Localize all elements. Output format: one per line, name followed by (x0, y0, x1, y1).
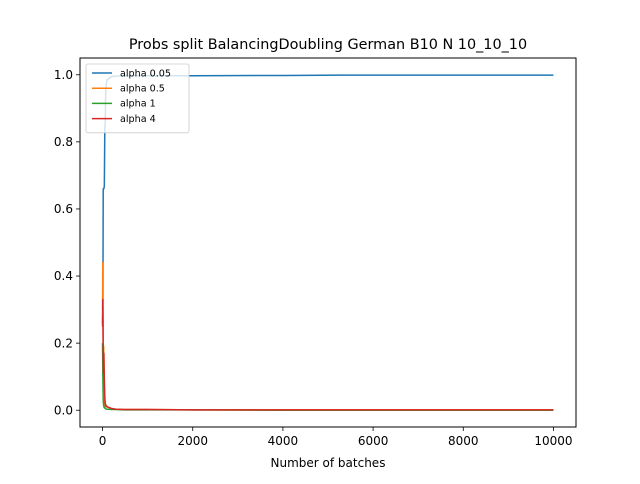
legend-label-1: alpha 0.5 (120, 84, 165, 95)
x-tick-label: 6000 (358, 434, 389, 448)
x-tick-label: 4000 (268, 434, 299, 448)
legend-label-0: alpha 0.05 (120, 68, 171, 79)
legend-label-2: alpha 1 (120, 99, 156, 110)
x-axis-label: Number of batches (271, 456, 386, 470)
y-tick-label: 0.8 (54, 135, 73, 149)
x-tick-label: 10000 (534, 434, 572, 448)
axes-frame (79, 57, 577, 428)
y-tick-label: 0.4 (54, 269, 73, 283)
chart-title: Probs split BalancingDoubling German B10… (129, 37, 527, 53)
x-tick-label: 0 (99, 434, 107, 448)
legend-box (85, 63, 190, 134)
y-tick-label: 0.6 (54, 202, 73, 216)
series-line-3 (101, 298, 554, 411)
legend: alpha 0.05 alpha 0.5 alpha 1 alpha 4 (85, 63, 190, 134)
y-axis: 0.0 0.2 0.4 0.6 0.8 1.0 (54, 68, 80, 417)
x-axis: 0 2000 4000 6000 8000 10000 (99, 427, 573, 448)
x-tick-label: 8000 (448, 434, 479, 448)
x-tick-label: 2000 (177, 434, 208, 448)
y-tick-label: 1.0 (54, 68, 73, 82)
y-tick-label: 0.2 (54, 336, 73, 350)
y-tick-label: 0.0 (54, 403, 73, 417)
legend-label-3: alpha 4 (120, 114, 156, 125)
